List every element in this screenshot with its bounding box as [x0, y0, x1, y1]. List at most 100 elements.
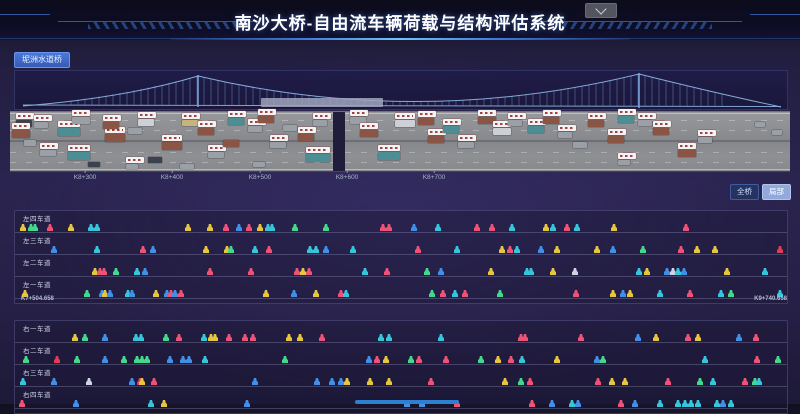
vehicle-icon[interactable]: [134, 268, 140, 275]
vehicle-icon[interactable]: [522, 334, 528, 341]
vehicle-icon[interactable]: [754, 356, 760, 363]
vehicle-icon[interactable]: [167, 356, 173, 363]
detected-vehicle-box[interactable]: [306, 154, 330, 162]
vehicle-icon[interactable]: [528, 268, 534, 275]
vehicle-icon[interactable]: [51, 246, 57, 253]
detected-vehicle-box[interactable]: [428, 136, 444, 143]
vehicle-icon[interactable]: [367, 378, 373, 385]
detected-vehicle-box[interactable]: [72, 117, 90, 124]
vehicle-icon[interactable]: [543, 224, 549, 231]
vehicle-icon[interactable]: [203, 246, 209, 253]
vehicle-icon[interactable]: [710, 378, 716, 385]
detected-vehicle-box[interactable]: [253, 162, 265, 167]
vehicle-icon[interactable]: [508, 356, 514, 363]
vehicle-icon[interactable]: [176, 334, 182, 341]
vehicle-icon[interactable]: [86, 378, 92, 385]
vehicle-icon[interactable]: [594, 246, 600, 253]
detected-vehicle-box[interactable]: [198, 128, 214, 135]
vehicle-icon[interactable]: [362, 268, 368, 275]
vehicle-icon[interactable]: [386, 378, 392, 385]
bridge-name-badge[interactable]: 坭洲水道桥: [14, 52, 70, 68]
detected-vehicle-box[interactable]: [443, 126, 459, 133]
vehicle-icon[interactable]: [488, 268, 494, 275]
vehicle-icon[interactable]: [129, 378, 135, 385]
vehicle-icon[interactable]: [657, 290, 663, 297]
vehicle-icon[interactable]: [72, 334, 78, 341]
vehicle-icon[interactable]: [636, 268, 642, 275]
vehicle-icon[interactable]: [300, 268, 306, 275]
vehicle-icon[interactable]: [102, 334, 108, 341]
vehicle-icon[interactable]: [151, 378, 157, 385]
vehicle-icon[interactable]: [164, 290, 170, 297]
vehicle-icon[interactable]: [252, 246, 258, 253]
vehicle-icon[interactable]: [478, 356, 484, 363]
vehicle-icon[interactable]: [99, 290, 105, 297]
vehicle-icon[interactable]: [424, 268, 430, 275]
detected-vehicle-box[interactable]: [678, 150, 696, 157]
vehicle-icon[interactable]: [524, 268, 530, 275]
vehicle-icon[interactable]: [185, 224, 191, 231]
local-view-button[interactable]: 局部: [762, 184, 791, 200]
vehicle-icon[interactable]: [88, 224, 94, 231]
vehicle-icon[interactable]: [574, 224, 580, 231]
vehicle-icon[interactable]: [32, 224, 38, 231]
vehicle-icon[interactable]: [242, 334, 248, 341]
vehicle-icon[interactable]: [22, 290, 28, 297]
vehicle-icon[interactable]: [202, 356, 208, 363]
vehicle-icon[interactable]: [519, 356, 525, 363]
detected-vehicle-box[interactable]: [618, 116, 634, 123]
vehicle-icon[interactable]: [429, 290, 435, 297]
detected-vehicle-box[interactable]: [298, 134, 314, 141]
vehicle-icon[interactable]: [753, 334, 759, 341]
vehicle-icon[interactable]: [266, 246, 272, 253]
vehicle-icon[interactable]: [474, 224, 480, 231]
vehicle-icon[interactable]: [640, 246, 646, 253]
vehicle-icon[interactable]: [728, 290, 734, 297]
detected-vehicle-box[interactable]: [543, 117, 559, 124]
vehicle-icon[interactable]: [600, 356, 606, 363]
vehicle-icon[interactable]: [313, 246, 319, 253]
vehicle-icon[interactable]: [756, 378, 762, 385]
detected-vehicle-box[interactable]: [653, 128, 669, 135]
vehicle-icon[interactable]: [384, 268, 390, 275]
detected-vehicle-box[interactable]: [283, 125, 297, 131]
vehicle-icon[interactable]: [386, 334, 392, 341]
vehicle-icon[interactable]: [416, 356, 422, 363]
vehicle-icon[interactable]: [226, 334, 232, 341]
detected-vehicle-box[interactable]: [588, 120, 604, 127]
vehicle-icon[interactable]: [101, 268, 107, 275]
vehicle-icon[interactable]: [338, 378, 344, 385]
vehicle-icon[interactable]: [113, 268, 119, 275]
vehicle-icon[interactable]: [323, 246, 329, 253]
vehicle-icon[interactable]: [139, 356, 145, 363]
detected-vehicle-box[interactable]: [58, 128, 80, 136]
detected-vehicle-box[interactable]: [270, 142, 286, 148]
vehicle-icon[interactable]: [683, 224, 689, 231]
vehicle-icon[interactable]: [538, 246, 544, 253]
vehicle-icon[interactable]: [54, 356, 60, 363]
detected-vehicle-box[interactable]: [508, 120, 522, 126]
vehicle-icon[interactable]: [207, 224, 213, 231]
detected-vehicle-box[interactable]: [360, 130, 378, 137]
vehicle-icon[interactable]: [550, 224, 556, 231]
vehicle-icon[interactable]: [374, 356, 380, 363]
vehicle-icon[interactable]: [134, 356, 140, 363]
vehicle-icon[interactable]: [736, 334, 742, 341]
vehicle-icon[interactable]: [694, 246, 700, 253]
vehicle-icon[interactable]: [627, 290, 633, 297]
vehicle-icon[interactable]: [319, 334, 325, 341]
vehicle-icon[interactable]: [675, 268, 681, 275]
vehicle-icon[interactable]: [257, 224, 263, 231]
vehicle-icon[interactable]: [572, 268, 578, 275]
vehicle-icon[interactable]: [702, 356, 708, 363]
deck-photo-strip[interactable]: [10, 109, 790, 172]
vehicle-icon[interactable]: [269, 224, 275, 231]
vehicle-icon[interactable]: [518, 378, 524, 385]
vehicle-icon[interactable]: [102, 290, 108, 297]
vehicle-icon[interactable]: [685, 334, 691, 341]
vehicle-icon[interactable]: [635, 334, 641, 341]
detected-vehicle-box[interactable]: [182, 120, 198, 126]
vehicle-icon[interactable]: [153, 290, 159, 297]
vehicle-icon[interactable]: [265, 224, 271, 231]
vehicle-icon[interactable]: [653, 334, 659, 341]
